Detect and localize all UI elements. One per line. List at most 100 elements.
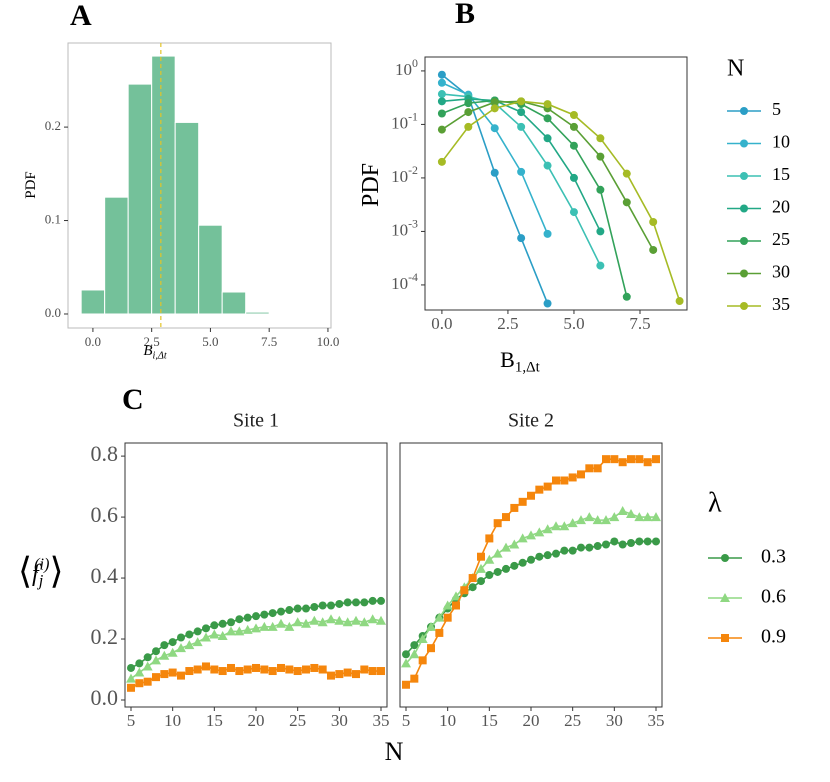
point [127, 663, 135, 672]
point [551, 521, 561, 531]
point [492, 548, 503, 558]
point [168, 638, 177, 647]
point [576, 515, 586, 525]
legend-marker [720, 593, 730, 602]
x-tick-label: 25 [289, 711, 306, 730]
point [401, 658, 411, 668]
point [617, 505, 628, 515]
point [318, 601, 327, 610]
series-line [441, 100, 681, 302]
point [593, 542, 602, 551]
point [309, 615, 320, 625]
point [267, 621, 278, 631]
point [368, 596, 377, 605]
point [301, 618, 311, 628]
facet-title: Site 1 [233, 410, 279, 432]
point [652, 537, 660, 546]
point [567, 518, 578, 528]
point [602, 540, 610, 549]
y-tick-label: 0.0 [45, 305, 61, 320]
plot-frame [124, 442, 388, 708]
point [252, 663, 260, 672]
label-part: B [143, 343, 152, 359]
point [652, 455, 660, 464]
x-tick-label: 20 [248, 711, 265, 730]
legend-label: 0.9 [761, 626, 786, 648]
x-tick-label: 0.0 [85, 334, 101, 349]
point [343, 668, 352, 677]
legend-label: 20 [772, 197, 790, 217]
legend-title: N [727, 56, 744, 82]
point [242, 624, 253, 634]
point [168, 668, 177, 677]
point [202, 624, 210, 633]
point [452, 601, 460, 610]
point [560, 546, 569, 555]
point [552, 549, 560, 558]
point [569, 173, 578, 182]
x-tick-label: 25 [564, 711, 581, 730]
point [210, 621, 219, 630]
point [517, 533, 528, 543]
point [509, 539, 520, 549]
bar [127, 83, 153, 315]
point [585, 543, 594, 552]
point [127, 683, 135, 692]
point [577, 470, 585, 479]
point [622, 198, 631, 207]
x-tick-label: 7.5 [261, 334, 277, 349]
point [577, 543, 585, 552]
x-tick-label: 30 [606, 711, 623, 730]
point [360, 598, 369, 607]
point [485, 534, 494, 543]
point [352, 670, 360, 679]
point [569, 110, 578, 119]
point [184, 640, 195, 650]
point [534, 527, 545, 537]
point [335, 599, 344, 608]
point [610, 537, 619, 546]
point [260, 665, 269, 674]
tick-exp: -2 [408, 163, 418, 177]
point [218, 619, 227, 628]
legend-marker [740, 204, 748, 213]
point [442, 600, 453, 610]
point [451, 591, 461, 601]
point [609, 512, 620, 522]
point [596, 134, 605, 143]
legend-marker [721, 634, 729, 642]
legend-label: 0.3 [761, 546, 786, 568]
point [635, 537, 644, 546]
point [517, 234, 526, 243]
point [477, 552, 485, 561]
point [435, 628, 444, 637]
label-part: ⟩ [49, 551, 63, 591]
point [185, 667, 194, 676]
point [176, 643, 186, 653]
bar [174, 121, 200, 315]
point [493, 519, 502, 528]
point [622, 292, 631, 301]
point [437, 109, 446, 118]
panel-letter: B [455, 0, 475, 30]
bar [198, 224, 223, 315]
label-part: (i) [34, 554, 49, 573]
point [151, 655, 161, 665]
point [460, 586, 469, 595]
point [143, 653, 152, 662]
label-part: ⟨ [18, 551, 32, 591]
point [569, 122, 578, 131]
x-tick-label: 2.5 [144, 334, 160, 349]
point [402, 680, 410, 689]
point [209, 629, 220, 639]
legend-label: 15 [772, 164, 790, 184]
point [335, 670, 344, 679]
point [302, 604, 310, 613]
legend-label: 30 [772, 262, 790, 282]
point [464, 99, 473, 108]
point [177, 671, 185, 680]
legend-marker [740, 302, 748, 310]
label-part: N [385, 737, 404, 766]
panel-letter: A [70, 0, 92, 32]
